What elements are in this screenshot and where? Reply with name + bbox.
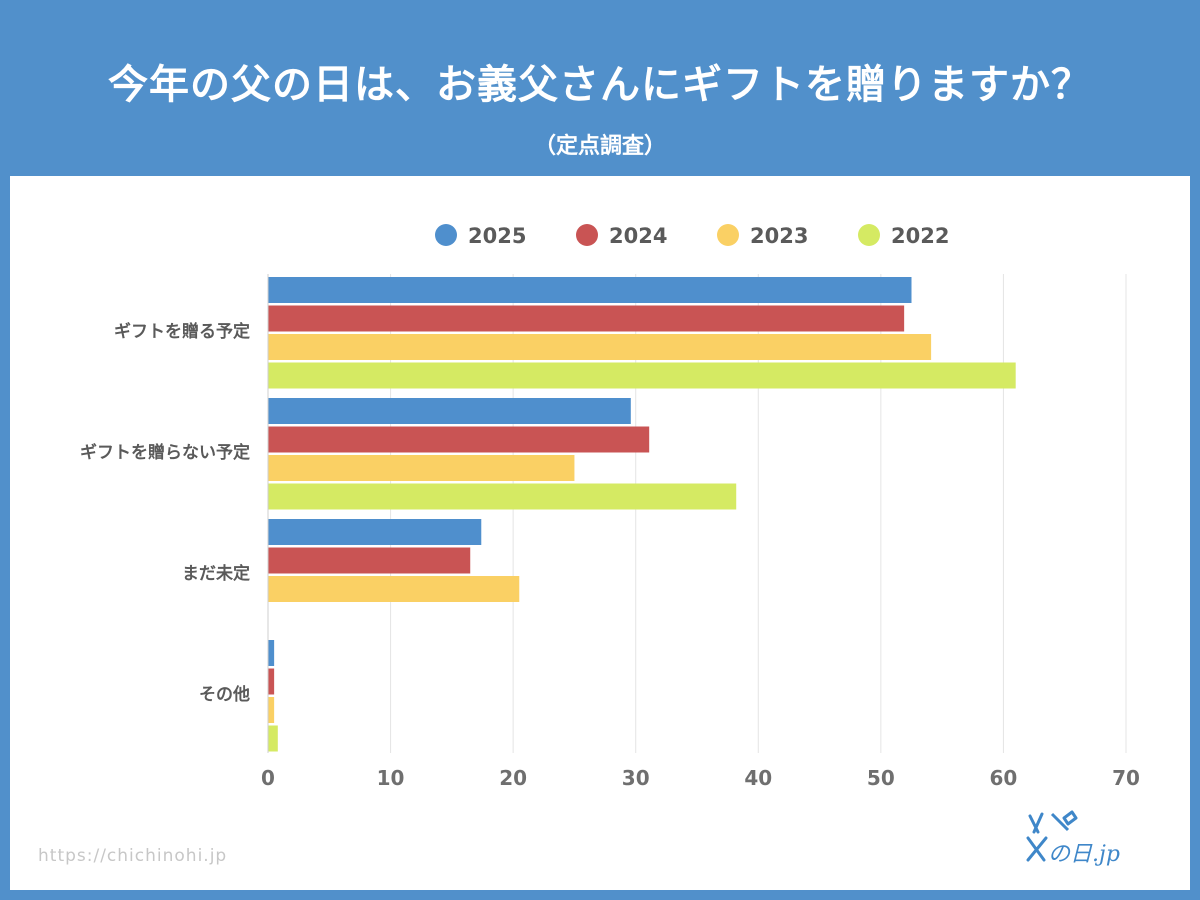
page-title: 今年の父の日は、お義父さんにギフトを贈りますか？ (108, 62, 1092, 108)
bar (268, 334, 932, 360)
bar (268, 697, 275, 723)
legend-marker (858, 224, 880, 246)
legend-label: 2024 (609, 224, 667, 248)
x-tick-label: 30 (622, 766, 650, 790)
category-label: ギフトを贈らない予定 (80, 442, 250, 463)
bar (268, 426, 650, 453)
x-tick-label: 70 (1112, 766, 1140, 790)
logo-text: の日.jp (1048, 842, 1120, 867)
site-url: https://chichinohi.jp (38, 846, 228, 866)
legend-marker (435, 224, 457, 246)
bar (268, 483, 737, 510)
bar (268, 277, 912, 303)
x-tick-label: 20 (499, 766, 527, 790)
x-tick-label: 0 (261, 766, 275, 790)
legend-marker (576, 224, 598, 246)
chichinohi-logo-icon (1026, 810, 1078, 862)
legend-marker (717, 224, 739, 246)
category-label: ギフトを贈る予定 (114, 321, 250, 342)
bar (268, 362, 1016, 389)
x-tick-label: 10 (377, 766, 405, 790)
x-tick-label: 50 (867, 766, 895, 790)
bar (268, 576, 520, 602)
bar (268, 725, 278, 752)
chart-panel: ギフトを贈る予定ギフトを贈らない予定まだ未定その他 0 10 20 30 40 50 60 70… (10, 176, 1190, 890)
bar (268, 640, 275, 666)
x-tick-label: 40 (744, 766, 772, 790)
bar (268, 455, 575, 481)
category-label: その他 (199, 684, 250, 705)
bar (268, 305, 905, 332)
category-label: まだ未定 (182, 563, 250, 584)
header: 今年の父の日は、お義父さんにギフトを贈りますか？ （定点調査） (0, 0, 1200, 176)
bar (268, 519, 482, 545)
legend-label: 2023 (750, 224, 808, 248)
bar (268, 668, 275, 695)
page-subtitle: （定点調査） (533, 134, 666, 159)
legend-label: 2022 (891, 224, 949, 248)
legend-label: 2025 (468, 224, 526, 248)
bar (268, 398, 631, 424)
bar (268, 547, 471, 574)
x-tick-label: 60 (990, 766, 1018, 790)
